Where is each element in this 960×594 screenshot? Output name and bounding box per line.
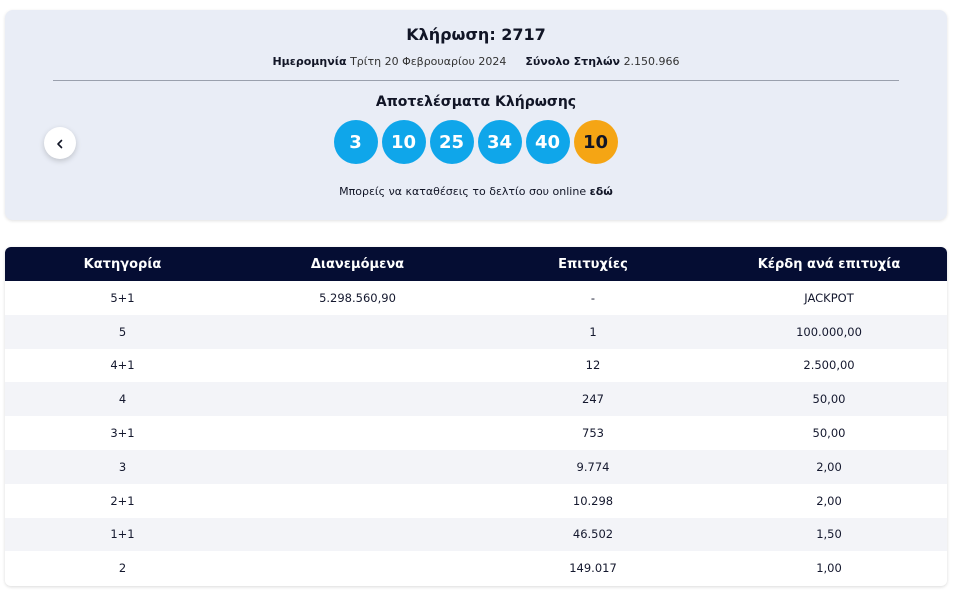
cell-winners: -: [590, 290, 596, 305]
cell-winners: 1: [589, 324, 597, 339]
cell-category: 2: [118, 561, 127, 576]
header-distributed: Διανεμόμενα: [310, 256, 405, 272]
cell-prize: JACKPOT: [804, 290, 854, 305]
total-columns-label: Σύνολο Στηλών: [525, 55, 621, 68]
cell-prize: 2,00: [816, 459, 842, 474]
winning-numbers: 3 10 25 34 40 10: [5, 120, 947, 164]
cell-prize: 2,00: [816, 493, 842, 508]
number-ball: 40: [525, 120, 570, 164]
table-row: 2 149.017 1,00: [5, 551, 947, 586]
cell-winners: 149.017: [569, 561, 617, 576]
cell-category: 1+1: [110, 527, 135, 542]
cell-category: 2+1: [110, 493, 135, 508]
cell-distributed: [240, 349, 475, 383]
cell-category: 4: [118, 392, 127, 407]
cell-prize: 50,00: [812, 426, 846, 441]
cell-distributed: [240, 484, 475, 518]
draw-card: Κλήρωση: 2717 Ημερομηνία Τρίτη 20 Φεβρου…: [5, 10, 947, 220]
divider: [53, 80, 899, 81]
cell-winners: 247: [582, 392, 604, 407]
cell-prize: 2.500,00: [803, 358, 855, 373]
number-ball: 3: [333, 120, 378, 164]
cell-distributed: [240, 315, 475, 349]
table-row: 3+1 753 50,00: [5, 416, 947, 450]
draw-title: Κλήρωση: 2717: [406, 25, 546, 44]
header-prize-per-winner: Κέρδη ανά επιτυχία: [757, 256, 901, 272]
cell-distributed: [240, 450, 475, 484]
date-label: Ημερομηνία: [272, 55, 347, 68]
cell-distributed: [240, 382, 475, 416]
cell-distributed: [240, 551, 475, 585]
online-text: Μπορείς να καταθέσεις το δελτίο σου onli…: [339, 185, 587, 198]
table-row: 4 247 50,00: [5, 382, 947, 417]
cell-prize: 1,50: [816, 527, 842, 542]
cell-category: 3+1: [110, 426, 135, 441]
joker-ball: 10: [573, 120, 618, 164]
cell-winners: 9.774: [576, 459, 610, 474]
table-row: 5 1 100.000,00: [5, 314, 947, 349]
total-columns-value: 2.150.966: [623, 55, 680, 68]
date-value: Τρίτη 20 Φεβρουαρίου 2024: [350, 55, 507, 68]
table-row: 4+1 12 2.500,00: [5, 348, 947, 383]
table-row: 1+1 46.502 1,50: [5, 517, 947, 552]
cell-prize: 1,00: [816, 561, 842, 576]
cell-prize: 100.000,00: [796, 324, 862, 339]
cell-distributed: [240, 518, 475, 552]
table-header-row: Κατηγορία Διανεμόμενα Επιτυχίες Κέρδη αν…: [5, 247, 947, 281]
cell-category: 3: [118, 459, 127, 474]
header-winners: Επιτυχίες: [558, 256, 628, 272]
draw-meta: Ημερομηνία Τρίτη 20 Φεβρουαρίου 2024 Σύν…: [5, 55, 947, 68]
cell-winners: 46.502: [572, 527, 614, 542]
cell-winners: 753: [582, 426, 604, 441]
cell-distributed: [240, 416, 475, 450]
header-category: Κατηγορία: [83, 256, 162, 272]
number-ball: 25: [429, 120, 474, 164]
table-row: 3 9.774 2,00: [5, 449, 947, 484]
previous-draw-button[interactable]: [44, 127, 76, 159]
chevron-left-icon: [55, 134, 65, 153]
results-title: Αποτελέσματα Κλήρωσης: [375, 94, 577, 110]
table-row: 5+1 5.298.560,90 - JACKPOT: [5, 281, 947, 315]
number-ball: 10: [381, 120, 426, 164]
cell-category: 5: [118, 324, 127, 339]
prize-table: Κατηγορία Διανεμόμενα Επιτυχίες Κέρδη αν…: [5, 247, 947, 586]
cell-prize: 50,00: [812, 392, 846, 407]
cell-winners: 10.298: [572, 493, 614, 508]
table-row: 2+1 10.298 2,00: [5, 483, 947, 518]
cell-distributed: 5.298.560,90: [319, 290, 396, 305]
online-bet-text: Μπορείς να καταθέσεις το δελτίο σου onli…: [5, 185, 947, 198]
cell-category: 5+1: [110, 290, 135, 305]
cell-category: 4+1: [110, 358, 135, 373]
online-bet-link[interactable]: εδώ: [589, 185, 613, 198]
number-ball: 34: [477, 120, 522, 164]
cell-winners: 12: [585, 358, 601, 373]
